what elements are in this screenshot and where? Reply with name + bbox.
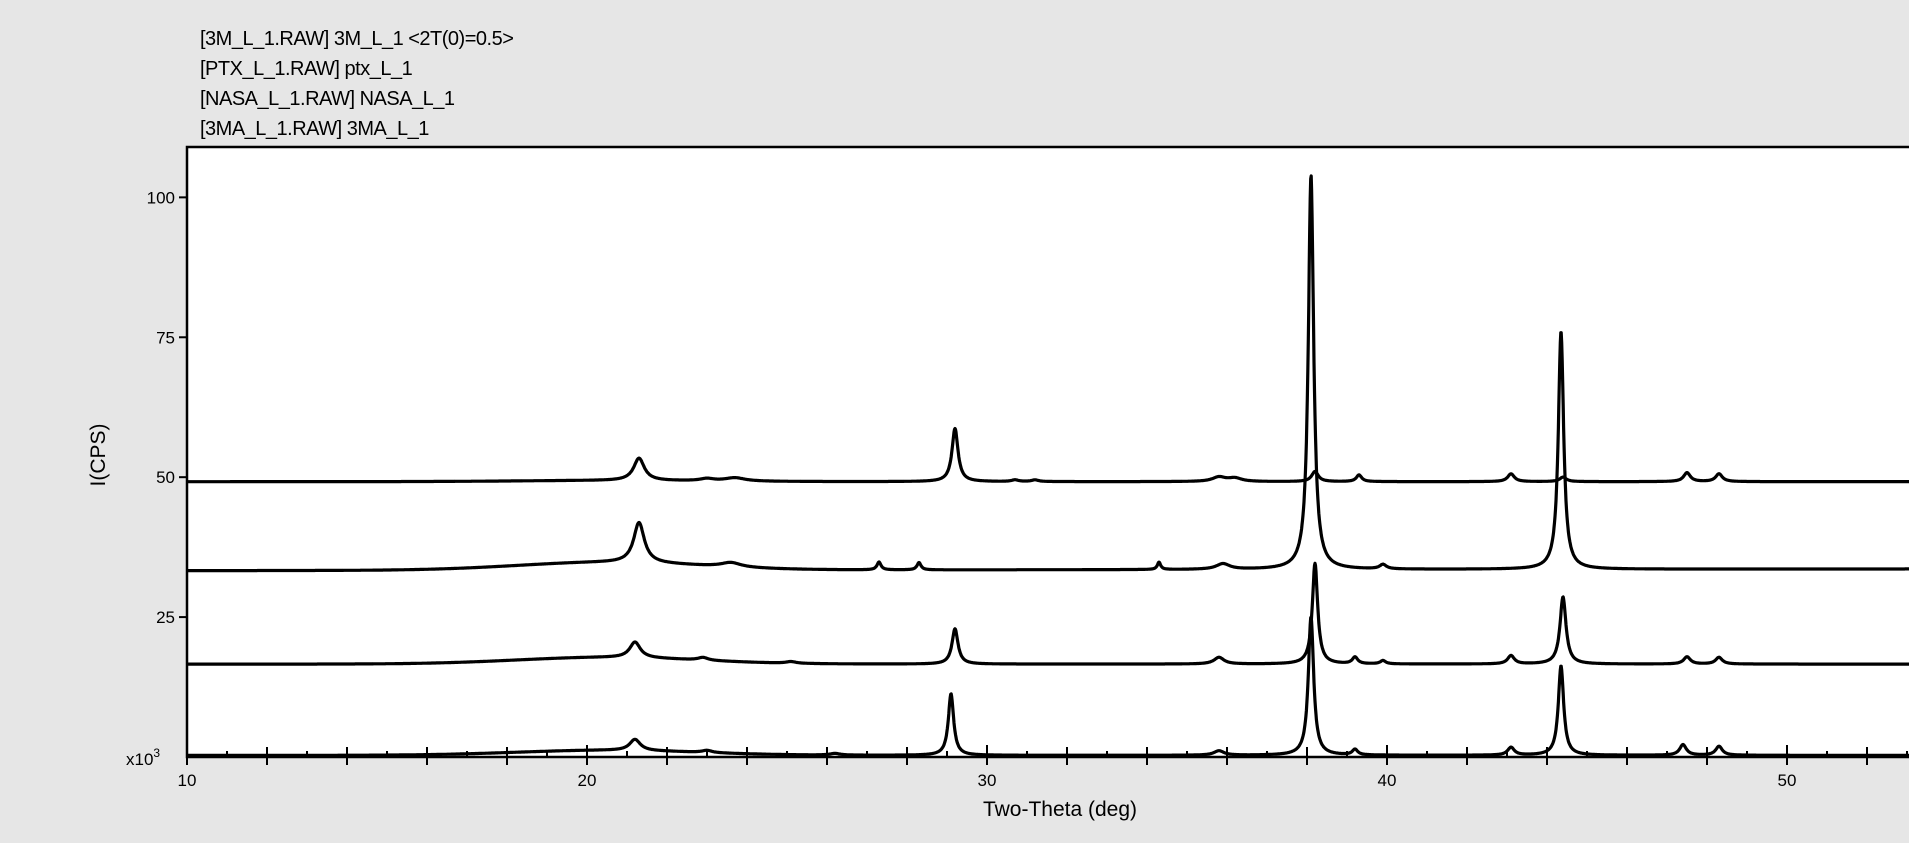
x-tick-label: 20: [578, 771, 597, 790]
y-tick-label: 75: [156, 328, 175, 347]
y-unit-label: x103: [126, 746, 160, 769]
y-tick-label: 50: [156, 468, 175, 487]
legend-item: [3MA_L_1.RAW] 3MA_L_1: [200, 118, 429, 140]
series-group: [185, 174, 1909, 757]
x-tick-label: 50: [1778, 771, 1797, 790]
plot-area: [185, 145, 1909, 759]
y-unit-exponent: 3: [153, 746, 160, 760]
legend-item: [3M_L_1.RAW] 3M_L_1 <2T(0)=0.5>: [200, 28, 514, 50]
chart-legend: [3M_L_1.RAW] 3M_L_1 <2T(0)=0.5> [PTX_L_1…: [200, 24, 514, 144]
series-line-1: [185, 426, 1909, 484]
y-axis-title: I(CPS): [87, 424, 110, 487]
x-axis-title: Two-Theta (deg): [983, 798, 1137, 821]
series-line-3: [185, 561, 1909, 666]
y-tick-label: 100: [147, 188, 175, 207]
y-tick-label: 25: [156, 608, 175, 627]
axis-group: 10 20 30 40 50 25 50 75 100: [147, 188, 1908, 790]
x-tick-label: 10: [178, 771, 197, 790]
x-tick-label: 30: [978, 771, 997, 790]
y-unit-base: x10: [126, 750, 153, 769]
x-tick-label: 40: [1378, 771, 1397, 790]
legend-item: [PTX_L_1.RAW] ptx_L_1: [200, 58, 413, 80]
legend-item: [NASA_L_1.RAW] NASA_L_1: [200, 88, 455, 110]
series-line-4: [185, 615, 1909, 757]
series-line-2: [185, 174, 1909, 573]
